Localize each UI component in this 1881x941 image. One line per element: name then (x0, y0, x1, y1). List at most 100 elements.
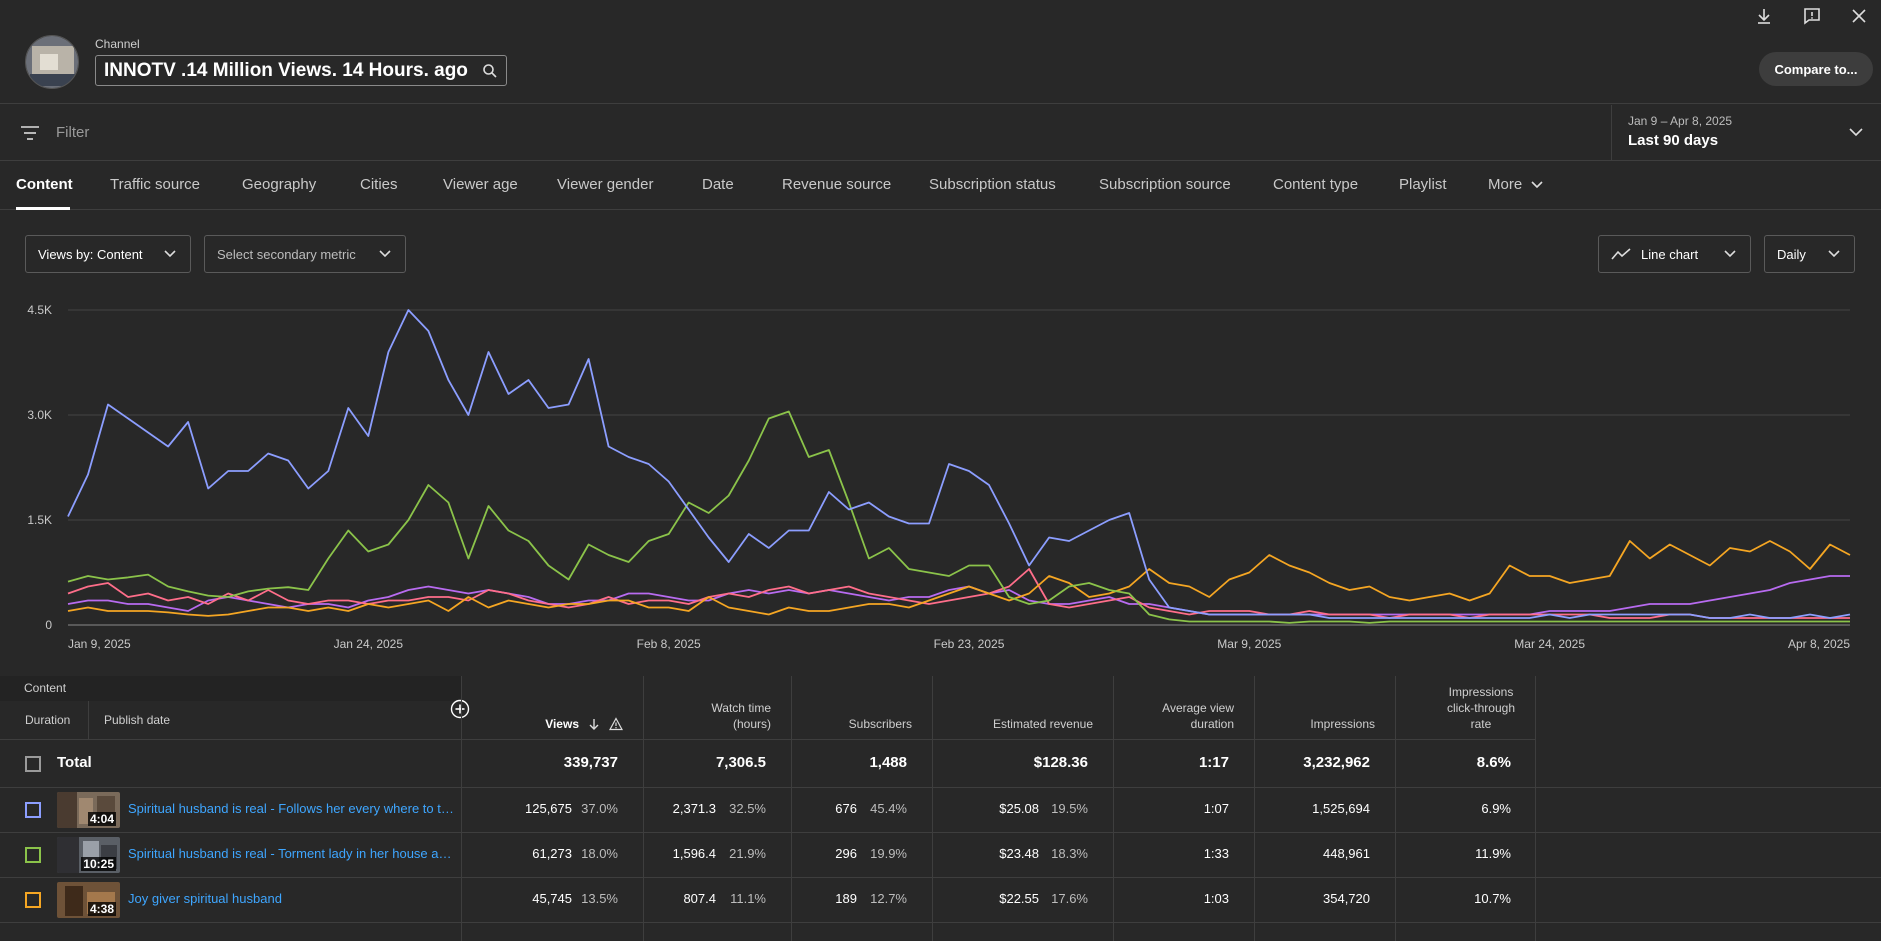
close-icon[interactable] (1847, 4, 1871, 28)
line-chart-icon (1611, 248, 1631, 260)
avg-duration-value: 1:03 (1203, 891, 1229, 906)
dimension-tabs: Content Traffic source Geography Cities … (0, 162, 1881, 210)
ctr-column-header[interactable]: Impressions click-through rate (1396, 676, 1535, 740)
subscribers-header-label: Subscribers (848, 717, 912, 731)
filter-input[interactable]: Filter (56, 124, 90, 141)
revenue-percent: 19.5% (1051, 801, 1088, 816)
watch-time-value: 2,371.3 (672, 801, 716, 816)
revenue-value: $23.48 (999, 846, 1039, 861)
revenue-percent: 18.3% (1051, 846, 1088, 861)
feedback-icon[interactable] (1800, 4, 1824, 28)
video-thumbnail[interactable]: 10:25 (57, 837, 120, 873)
views-percent: 13.5% (581, 891, 618, 906)
chart-type-label: Line chart (1641, 246, 1699, 262)
chart-type-dropdown[interactable]: Line chart (1598, 235, 1751, 273)
x-tick-label: Mar 9, 2025 (1217, 637, 1281, 651)
video-title-link[interactable]: Spiritual husband is real - Torment lady… (128, 846, 454, 861)
active-tab-indicator (16, 207, 70, 210)
series-line[interactable] (67, 575, 1850, 616)
secondary-metric-dropdown[interactable]: Select secondary metric (204, 235, 406, 273)
tab-geography[interactable]: Geography (242, 176, 317, 193)
primary-metric-dropdown[interactable]: Views by: Content (25, 235, 191, 273)
channel-selector[interactable]: INNOTV .14 Million Views. 14 Hours. ago (95, 55, 507, 86)
views-line-chart: 4.5K 3.0K 1.5K 0 Jan 9, 2025 Jan 24, 2025 Feb … (27, 303, 1851, 651)
table-row[interactable]: 4:04 Spiritual husband is real - Follows… (0, 788, 1881, 833)
watch-time-value: 807.4 (683, 891, 716, 906)
table-row[interactable]: 4:38 Joy giver spiritual husband 45,745 … (0, 878, 1881, 923)
subscribers-percent: 12.7% (870, 891, 907, 906)
date-range-picker[interactable]: Jan 9 – Apr 8, 2025 Last 90 days (1611, 105, 1881, 161)
views-column-header[interactable]: Views (462, 676, 643, 740)
duration-header[interactable]: Duration (0, 701, 89, 740)
tab-content-type[interactable]: Content type (1273, 176, 1359, 193)
avg-duration-column-header[interactable]: Average view duration (1114, 676, 1254, 740)
add-column-icon[interactable] (449, 698, 471, 720)
series-line[interactable] (67, 540, 1851, 617)
row-checkbox[interactable] (25, 847, 41, 863)
total-checkbox[interactable] (25, 756, 41, 772)
filter-icon[interactable] (18, 121, 42, 145)
table-header-left: Content Duration Publish date (0, 676, 470, 740)
video-title-link[interactable]: Joy giver spiritual husband (128, 891, 282, 906)
tab-playlist[interactable]: Playlist (1399, 176, 1447, 193)
impressions-column: Impressions (1254, 676, 1395, 941)
impressions-column-header[interactable]: Impressions (1255, 676, 1395, 740)
tab-viewer-gender[interactable]: Viewer gender (557, 176, 654, 193)
sort-down-icon[interactable] (587, 717, 601, 731)
total-impressions: 3,232,962 (1303, 754, 1370, 771)
views-percent: 37.0% (581, 801, 618, 816)
publish-date-header[interactable]: Publish date (104, 713, 171, 727)
row-checkbox[interactable] (25, 892, 41, 908)
chevron-down-icon (1531, 181, 1543, 189)
video-thumbnail[interactable]: 4:04 (57, 792, 120, 828)
search-icon[interactable] (482, 63, 498, 79)
date-preset: Last 90 days (1628, 132, 1719, 149)
tab-content[interactable]: Content (16, 176, 73, 193)
granularity-dropdown[interactable]: Daily (1764, 235, 1855, 273)
views-value: 45,745 (532, 891, 572, 906)
ctr-header-label: Impressions click-through rate (1446, 685, 1515, 731)
video-title-link[interactable]: Spiritual husband is real - Follows her … (128, 801, 454, 816)
avg-duration-header-label: Average view duration (1162, 701, 1234, 731)
total-watch-time: 7,306.5 (715, 754, 766, 771)
video-thumbnail[interactable]: 4:38 (57, 882, 120, 918)
subscribers-value: 296 (835, 846, 857, 861)
subscribers-column-header[interactable]: Subscribers (792, 676, 932, 740)
series-line[interactable] (67, 309, 1851, 619)
tab-subscription-status[interactable]: Subscription status (929, 176, 1056, 193)
warning-icon[interactable] (609, 717, 623, 731)
total-views: 339,737 (563, 754, 618, 771)
tab-subscription-source[interactable]: Subscription source (1099, 176, 1231, 193)
avg-duration-value: 1:07 (1203, 801, 1229, 816)
tab-more[interactable]: More (1488, 176, 1544, 193)
watch-time-column-header[interactable]: Watch time (hours) (644, 676, 791, 740)
series-line[interactable] (67, 410, 1850, 624)
total-avg-duration: 1:17 (1198, 754, 1229, 771)
y-tick-label: 0 (45, 618, 52, 632)
ctr-value: 6.9% (1481, 801, 1511, 816)
tab-traffic-source[interactable]: Traffic source (110, 176, 201, 193)
impressions-value: 354,720 (1323, 891, 1370, 906)
chevron-down-icon (1828, 250, 1840, 258)
row-checkbox[interactable] (25, 802, 41, 818)
chevron-down-icon (1845, 121, 1867, 143)
impressions-header-label: Impressions (1310, 717, 1375, 731)
tab-cities[interactable]: Cities (360, 176, 398, 193)
watch-time-percent: 32.5% (729, 801, 766, 816)
secondary-metric-label: Select secondary metric (217, 246, 356, 262)
download-icon[interactable] (1752, 4, 1776, 28)
subscribers-column: Subscribers (791, 676, 932, 941)
total-label: Total (57, 754, 92, 771)
tab-date[interactable]: Date (702, 176, 734, 193)
tab-viewer-age[interactable]: Viewer age (443, 176, 518, 193)
revenue-column: Estimated revenue (932, 676, 1113, 941)
ctr-column: Impressions click-through rate (1395, 676, 1536, 941)
subscribers-value: 676 (835, 801, 857, 816)
revenue-column-header[interactable]: Estimated revenue (933, 676, 1113, 740)
avatar[interactable] (25, 35, 79, 89)
tab-revenue-source[interactable]: Revenue source (782, 176, 892, 193)
impressions-value: 448,961 (1323, 846, 1370, 861)
table-row[interactable]: 10:25 Spiritual husband is real - Tormen… (0, 833, 1881, 878)
x-tick-label: Mar 24, 2025 (1514, 637, 1585, 651)
compare-button[interactable]: Compare to... (1759, 52, 1873, 86)
